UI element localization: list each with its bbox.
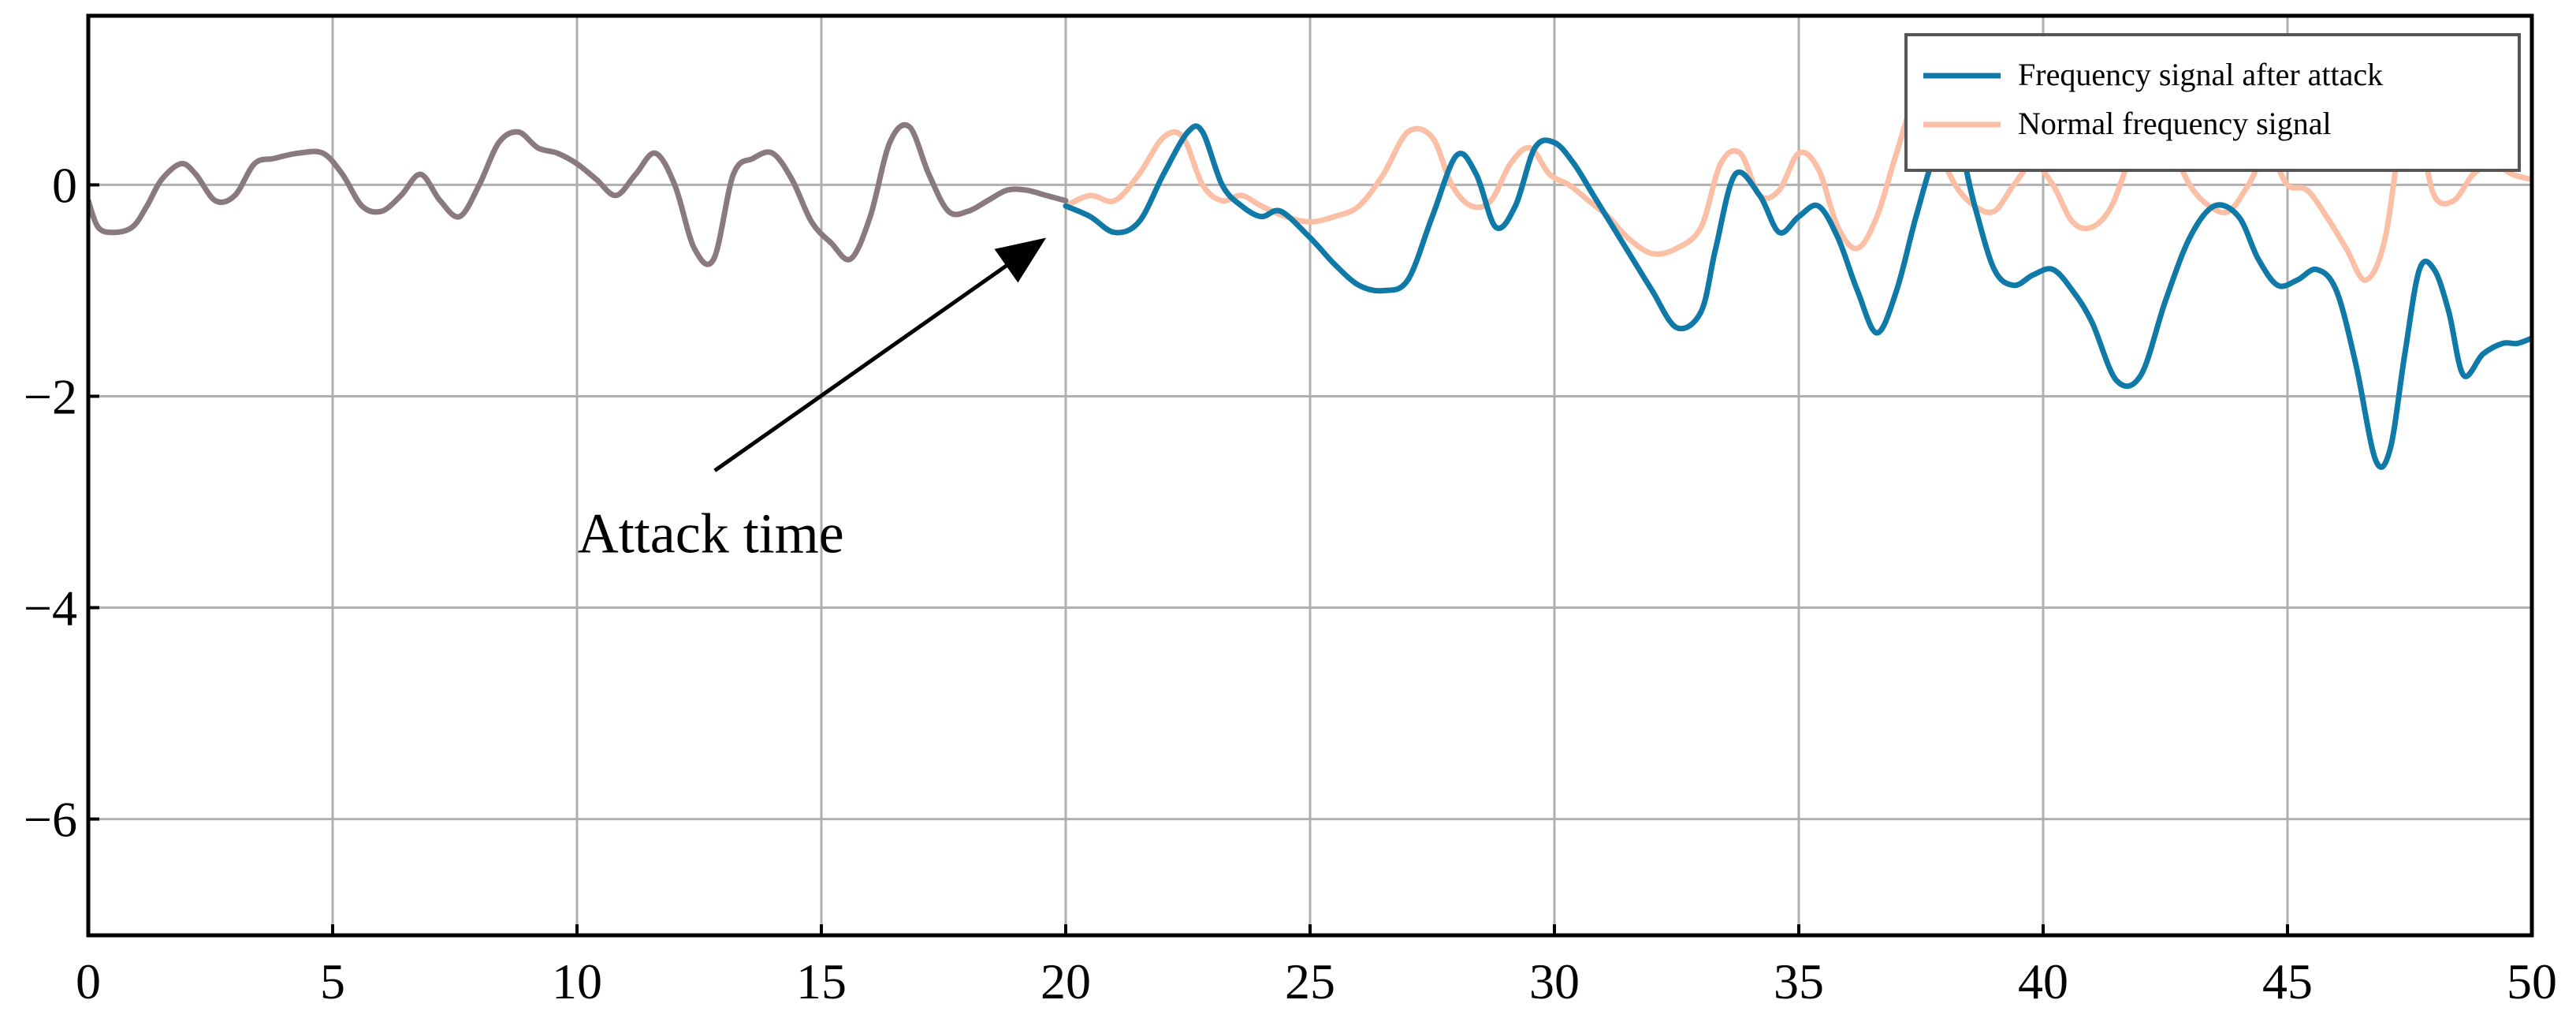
arrowhead-icon [994, 237, 1047, 283]
attack-time-label: Attack time [578, 502, 844, 565]
x-tick-label: 5 [320, 953, 345, 1009]
y-tick-label: −2 [24, 368, 77, 424]
series-layer [88, 97, 2532, 470]
y-tick-label: −4 [24, 580, 77, 636]
y-tick-label: −6 [24, 792, 77, 848]
x-tick-label: 25 [1285, 953, 1335, 1009]
legend: Frequency signal after attack Normal fre… [1904, 33, 2521, 172]
series-normal-frequency [1063, 97, 2532, 283]
annotation: Attack time [578, 237, 1047, 565]
y-tick-label: 0 [52, 157, 77, 213]
x-tick-label: 35 [1774, 953, 1824, 1009]
attack-time-arrow [713, 264, 1007, 472]
x-tick-label: 40 [2018, 953, 2068, 1009]
legend-box [1904, 33, 2521, 172]
x-tick-label: 20 [1040, 953, 1091, 1009]
x-tick-label: 30 [1529, 953, 1580, 1009]
x-tick-label: 50 [2507, 953, 2557, 1009]
x-tick-label: 10 [552, 953, 602, 1009]
legend-label-normal: Normal frequency signal [2018, 106, 2332, 141]
series-pre-attack [88, 121, 1069, 267]
x-tick-label: 45 [2262, 953, 2313, 1009]
grid [87, 16, 2533, 935]
tick-labels: 0 5 10 15 20 25 30 35 40 45 50 0 −2 −4 −6 [24, 157, 2557, 1009]
x-tick-label: 0 [76, 953, 101, 1009]
x-tick-label: 15 [796, 953, 847, 1009]
plot-frame [86, 13, 2534, 938]
legend-label-attack: Frequency signal after attack [2018, 57, 2383, 92]
series-frequency-after-attack [1063, 123, 2532, 470]
